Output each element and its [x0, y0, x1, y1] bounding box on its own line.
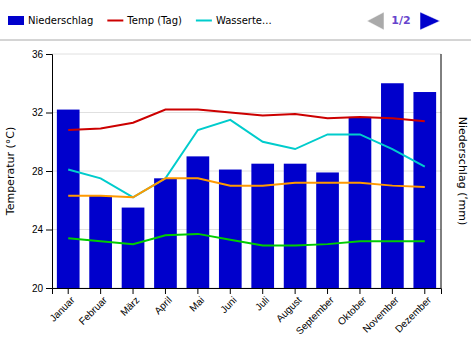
y-tick-label: 36 [32, 49, 44, 60]
legend-item: Niederschlag [8, 15, 93, 26]
x-axis: JanuarFebruar März April Mai Juni JuliAugustS… [47, 288, 441, 337]
x-tick-label: Mai [187, 294, 206, 313]
page-label: 1/2 [391, 14, 410, 27]
x-tick: Juni [218, 288, 239, 315]
x-tick-label: April [152, 294, 174, 316]
y-tick: 24 [32, 224, 52, 235]
y-tick-label: 20 [32, 283, 44, 294]
x-tick: April [152, 288, 174, 316]
legend-item: Temp (Tag) [107, 15, 182, 26]
x-tick-label: August [274, 294, 304, 324]
y-tick: 28 [32, 166, 52, 177]
x-tick-mark [68, 288, 69, 294]
y-tick-mark [46, 113, 52, 114]
bar [187, 156, 210, 288]
prev-arrow[interactable] [367, 12, 384, 30]
legend-label: Temp (Tag) [126, 15, 182, 26]
bar [122, 208, 145, 288]
x-tick-mark [424, 288, 425, 294]
x-tick: Juli [253, 288, 271, 313]
y-tick-label: 24 [32, 224, 44, 235]
line [68, 110, 425, 130]
bar [154, 178, 177, 288]
x-tick-mark [133, 288, 134, 294]
x-tick-mark [230, 288, 231, 294]
x-tick: Januar [47, 288, 77, 324]
legend-swatch [8, 16, 24, 25]
legend: Niederschlag Temp (Tag) Wasserte... [8, 15, 272, 26]
x-tick: Dezember [393, 288, 434, 335]
line [68, 178, 425, 197]
y-axis-line [46, 55, 53, 289]
marks [57, 83, 436, 288]
y-tick: 32 [32, 107, 52, 118]
y-tick-mark [46, 54, 52, 55]
legend-item: Wasserte... [196, 15, 272, 26]
legend-label: Wasserte... [216, 15, 272, 26]
x-tick-label: Februar [77, 294, 110, 327]
x-axis-line [53, 289, 442, 295]
y-tick-mark [46, 171, 52, 172]
bar-series [57, 83, 436, 288]
plot-area: JanuarFebruar März April Mai Juni JuliAugustS… [32, 49, 442, 337]
x-tick: Oktober [336, 288, 369, 327]
y-axis-label: Temperatur (°C) [4, 127, 17, 216]
grid [52, 54, 441, 288]
x-tick-mark [295, 288, 296, 294]
x-tick: März [118, 288, 142, 318]
legend-label: Niederschlag [28, 15, 93, 26]
bar [57, 110, 80, 288]
x-tick-label: März [118, 294, 142, 318]
line [68, 120, 425, 198]
page-nav: 1/2 [367, 12, 440, 30]
legend-swatch [196, 20, 212, 22]
x-tick-mark [392, 288, 393, 294]
grid-line [52, 54, 441, 55]
y2-axis-line [441, 54, 442, 288]
chart: JanuarFebruar März April Mai Juni JuliAugustS… [0, 0, 471, 350]
x-tick-mark [197, 288, 198, 294]
x-tick-mark [100, 288, 101, 294]
x-tick-mark [262, 288, 263, 294]
x-tick-mark [327, 288, 328, 294]
x-tick-mark [165, 288, 166, 294]
legend-swatch [107, 20, 123, 22]
bar [251, 164, 274, 288]
x-tick-mark [359, 288, 360, 294]
y-tick-mark [46, 288, 52, 289]
y-tick: 36 [32, 49, 52, 60]
x-tick-label: Juni [218, 294, 239, 315]
x-tick-label: Januar [47, 294, 77, 324]
x-tick-label: Dezember [393, 294, 434, 335]
y-tick-mark [46, 230, 52, 231]
x-tick: August [274, 288, 304, 324]
x-tick: September [294, 288, 337, 337]
y2-axis-label: Niederschlag (ʹmm) [456, 117, 469, 225]
y-axis: 20 24 28 32 36 [32, 49, 53, 294]
y-tick: 20 [32, 283, 52, 294]
separator [0, 40, 471, 41]
next-arrow[interactable] [420, 12, 440, 30]
bar [316, 172, 339, 288]
y-tick-label: 32 [32, 107, 44, 118]
bar [219, 170, 242, 288]
x-tick: Februar [77, 288, 110, 327]
bar [349, 117, 372, 288]
y-tick-label: 28 [32, 166, 44, 177]
line [68, 234, 425, 246]
x-tick: Mai [187, 288, 206, 314]
x-tick-label: September [294, 294, 337, 337]
x-tick-label: Juli [253, 294, 271, 312]
